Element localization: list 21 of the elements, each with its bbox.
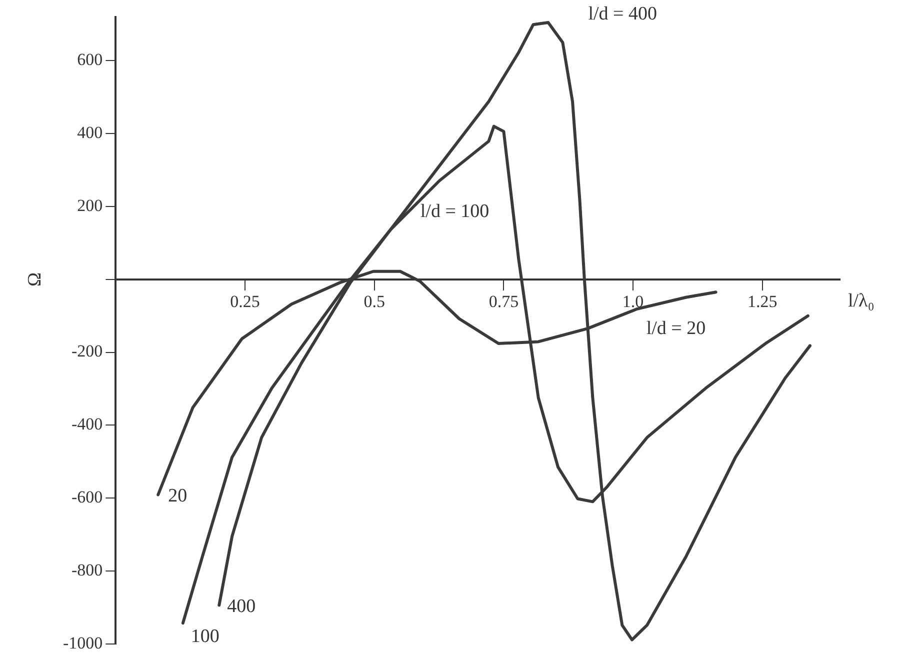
annotation: l/d = 400 [588, 3, 657, 24]
x-tick-label: 0.75 [488, 292, 519, 312]
y-axis-title: Ω [24, 272, 46, 286]
annotation: 100 [190, 626, 220, 648]
y-tick-label: 600 [77, 50, 103, 70]
y-tick-label: 400 [77, 123, 103, 142]
y-tick-label: -600 [71, 488, 103, 506]
annotation: l/d = 20 [646, 318, 706, 340]
y-tick-label: -800 [71, 560, 103, 580]
annotation: 400 [227, 596, 256, 618]
y-tick-label: -200 [71, 342, 103, 361]
y-tick-label: -400 [71, 414, 103, 434]
annotation: l/d = 100 [420, 200, 490, 222]
annotation: 20 [168, 486, 188, 507]
x-axis-title: l/λ₀ [848, 290, 874, 312]
x-tick-label: 1.25 [748, 292, 778, 312]
x-tick-label: 0.25 [230, 292, 260, 312]
x-tick-label: 0.5 [364, 292, 385, 312]
y-tick-label: 200 [77, 196, 103, 215]
y-tick-label: -1000 [62, 633, 103, 652]
x-tick-label: 1.0 [622, 292, 644, 312]
